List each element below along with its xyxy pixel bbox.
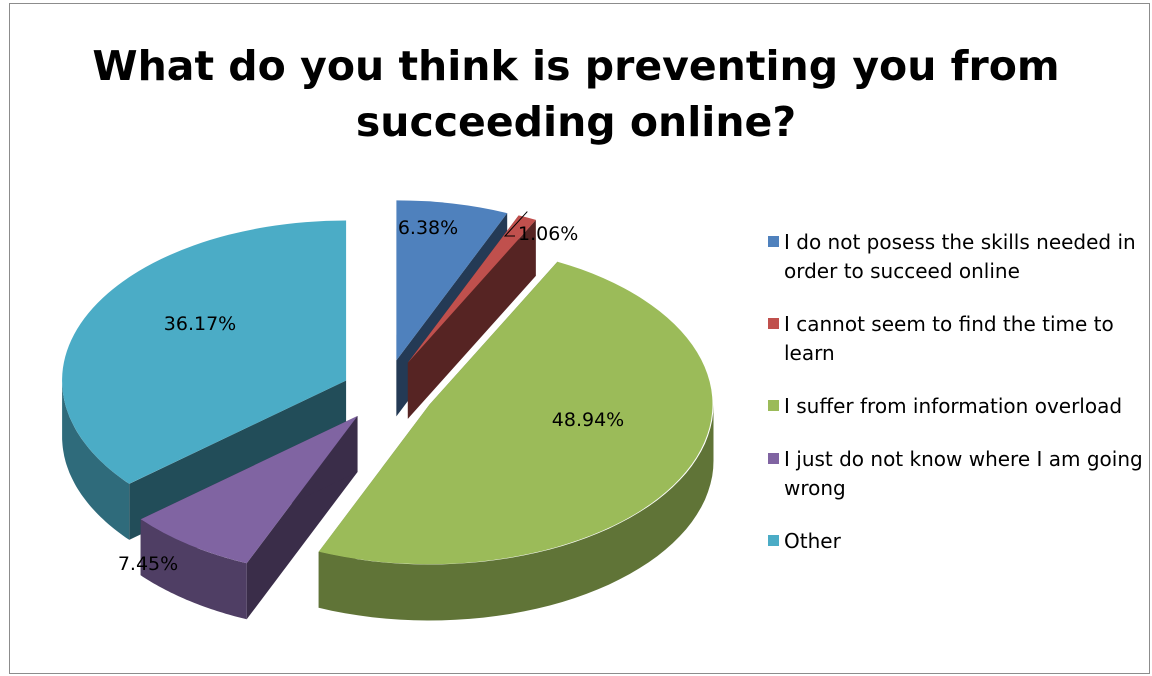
data-label-wrong: 7.45% [118, 553, 178, 575]
legend-swatch [768, 535, 779, 546]
legend-item-skills: I do not posess the skills needed in ord… [768, 228, 1146, 286]
legend-swatch [768, 236, 779, 247]
slice-rim [140, 519, 247, 620]
legend-label: I do not posess the skills needed in ord… [784, 230, 1136, 283]
slice-top [140, 415, 358, 564]
pie-slice-overload [318, 261, 714, 621]
slice-wall [407, 219, 536, 419]
legend-item-other: Other [768, 527, 1146, 556]
pie-slice-time [407, 215, 536, 419]
pie-slice-wrong [140, 415, 358, 620]
legend-swatch [768, 318, 779, 329]
slice-rim [62, 380, 130, 540]
legend-label: Other [784, 529, 841, 553]
leader-line [503, 211, 528, 237]
legend-label: I suffer from information overload [784, 394, 1123, 418]
slice-rim [318, 404, 714, 621]
legend-label: I just do not know where I am going wron… [784, 447, 1143, 500]
chart-title: What do you think is preventing you from… [92, 42, 1060, 146]
slice-top [318, 261, 713, 565]
data-label-overload: 48.94% [552, 409, 624, 431]
legend-swatch [768, 453, 779, 464]
slice-top [62, 220, 347, 484]
legend-item-time: I cannot seem to find the time to learn [768, 310, 1146, 368]
legend-label: I cannot seem to find the time to learn [784, 312, 1114, 365]
legend: I do not posess the skills needed in ord… [768, 228, 1146, 580]
data-label-other: 36.17% [164, 313, 236, 335]
legend-item-overload: I suffer from information overload [768, 392, 1146, 421]
legend-swatch [768, 400, 779, 411]
legend-item-wrong: I just do not know where I am going wron… [768, 445, 1146, 503]
data-label-time: 1.06% [518, 223, 578, 245]
slice-top [396, 200, 508, 361]
slice-top [407, 215, 536, 363]
data-label-skills: 6.38% [398, 217, 458, 239]
